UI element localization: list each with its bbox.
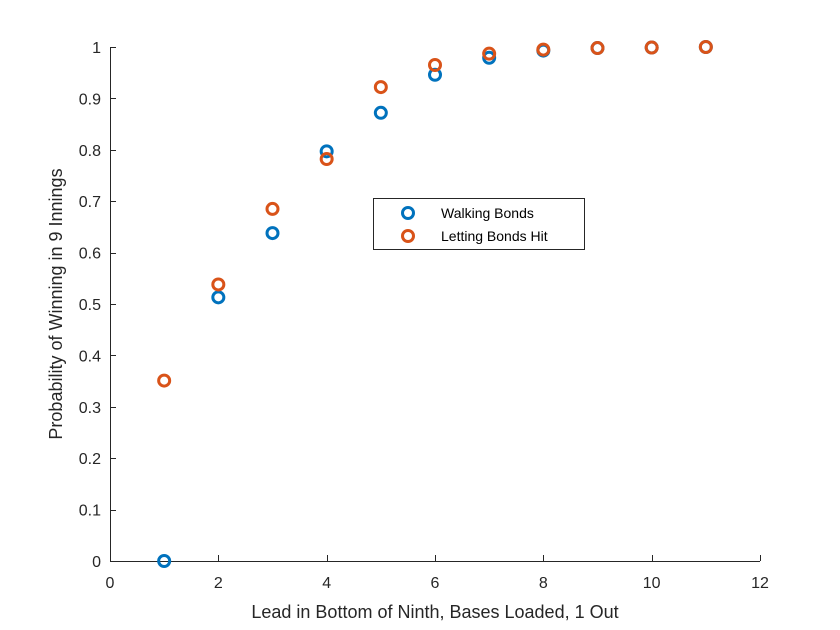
data-point (428, 57, 442, 72)
data-point (265, 226, 280, 241)
legend-marker (401, 206, 415, 220)
data-point (373, 80, 388, 95)
data-point (319, 152, 334, 167)
y-tick-label: 0.1 (79, 503, 101, 520)
x-tick-label: 8 (539, 575, 548, 592)
y-tick-label: 0.5 (79, 297, 101, 314)
data-point (590, 41, 605, 56)
data-point (536, 42, 551, 57)
x-tick-label: 4 (322, 575, 331, 592)
data-point (265, 201, 280, 216)
y-tick-label: 1 (92, 40, 101, 57)
data-point (644, 40, 659, 55)
data-marks-layer (157, 40, 713, 568)
x-tick-label: 6 (431, 575, 440, 592)
series-letting-bonds-hit (157, 40, 713, 388)
x-axis-title: Lead in Bottom of Ninth, Bases Loaded, 1… (251, 602, 618, 622)
legend-marker (401, 229, 415, 243)
data-point (373, 105, 388, 120)
data-point (482, 46, 497, 61)
x-tick-label: 2 (214, 575, 223, 592)
y-tick-label: 0.6 (79, 246, 101, 263)
data-point (698, 40, 713, 54)
y-tick-label: 0.7 (79, 194, 101, 211)
x-tick-label: 0 (106, 575, 115, 592)
data-point (157, 373, 172, 388)
y-tick-label: 0.8 (79, 143, 101, 160)
series-walking-bonds (157, 40, 713, 568)
legend-label: Letting Bonds Hit (441, 228, 548, 244)
x-tick-label: 12 (751, 575, 769, 592)
y-tick-label: 0.3 (79, 400, 101, 417)
data-point (157, 554, 172, 568)
y-tick-label: 0.9 (79, 91, 101, 108)
axes-layer: 0 2 4 6 8 10 12 0 0.1 0.2 0.3 0.4 0.5 0.6 0.7 0.8 0.9 1 (79, 40, 769, 592)
y-axis-title: Probability of Winning in 9 Innings (46, 168, 66, 439)
legend-label: Walking Bonds (441, 205, 534, 221)
data-point (211, 277, 226, 292)
data-point (211, 290, 226, 305)
x-tick-label: 10 (643, 575, 661, 592)
y-tick-label: 0 (92, 554, 101, 571)
y-tick-label: 0.2 (79, 451, 101, 468)
legend: Walking Bonds Letting Bonds Hit (373, 198, 585, 250)
y-tick-label: 0.4 (79, 348, 101, 365)
data-point (319, 144, 334, 159)
